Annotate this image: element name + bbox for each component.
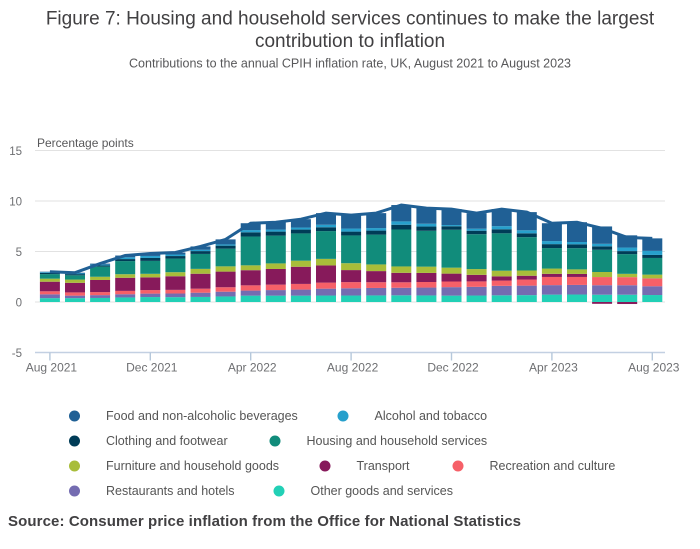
svg-text:Source: Consumer price inflati: Source: Consumer price inflation from th…: [8, 513, 521, 530]
svg-text:5: 5: [16, 247, 22, 259]
svg-text:Restaurants and hotels: Restaurants and hotels: [106, 484, 235, 498]
svg-text:0: 0: [16, 298, 22, 310]
svg-text:Alcohol and tobacco: Alcohol and tobacco: [375, 409, 488, 423]
svg-text:10: 10: [9, 197, 22, 209]
svg-text:Other goods and services: Other goods and services: [311, 484, 453, 498]
svg-text:Recreation and culture: Recreation and culture: [490, 459, 616, 473]
svg-text:Clothing and footwear: Clothing and footwear: [106, 434, 228, 448]
svg-text:Dec 2022: Dec 2022: [427, 361, 479, 375]
svg-text:Percentage points: Percentage points: [37, 136, 134, 150]
svg-text:Apr 2023: Apr 2023: [529, 361, 578, 375]
svg-text:Aug 2023: Aug 2023: [628, 361, 680, 375]
svg-text:Transport: Transport: [357, 459, 411, 473]
svg-text:-5: -5: [12, 348, 22, 360]
svg-text:15: 15: [9, 146, 22, 158]
svg-text:Apr 2022: Apr 2022: [228, 361, 277, 375]
svg-text:Furniture and household goods: Furniture and household goods: [106, 459, 279, 473]
svg-text:Dec 2021: Dec 2021: [126, 361, 178, 375]
svg-text:Aug 2021: Aug 2021: [26, 361, 78, 375]
svg-text:Contributions to the annual CP: Contributions to the annual CPIH inflati…: [129, 57, 571, 71]
svg-text:Food and non-alcoholic beverag: Food and non-alcoholic beverages: [106, 409, 298, 423]
svg-text:Aug 2022: Aug 2022: [327, 361, 379, 375]
svg-text:Figure 7: Housing and househol: Figure 7: Housing and household services…: [46, 9, 655, 30]
svg-text:Housing and household services: Housing and household services: [307, 434, 488, 448]
svg-text:contribution to inflation: contribution to inflation: [255, 31, 445, 52]
